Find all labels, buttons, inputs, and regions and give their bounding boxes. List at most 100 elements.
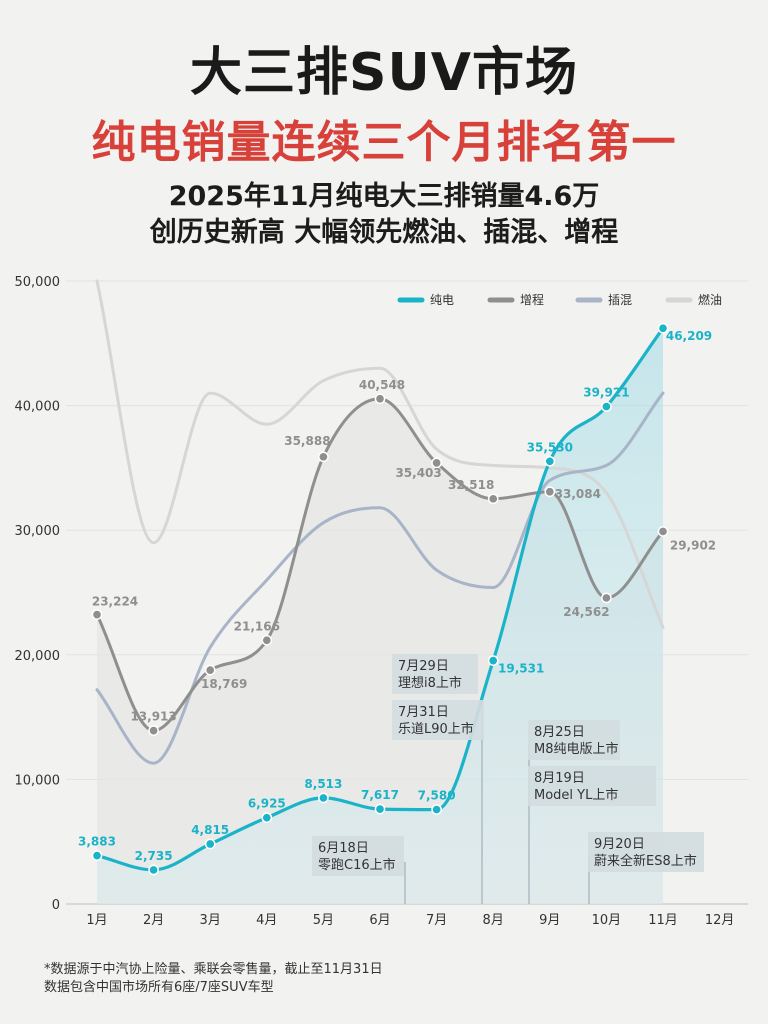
- data-point-bev: [487, 655, 499, 666]
- data-point-bev: [657, 322, 669, 334]
- data-label-erev: 18,769: [201, 677, 247, 691]
- annotation-event: M8纯电版上市: [534, 741, 619, 757]
- legend-label-erev: 增程: [520, 292, 544, 307]
- data-point-bev: [148, 864, 159, 876]
- data-label-bev: 8,513: [304, 777, 342, 791]
- data-point-erev: [601, 592, 612, 604]
- data-label-bev: 46,209: [666, 329, 712, 343]
- y-tick-label: 30,000: [15, 524, 61, 539]
- data-point-erev: [91, 609, 103, 620]
- x-tick-label: 3月: [200, 913, 221, 928]
- data-label-erev: 23,224: [92, 595, 138, 609]
- subtitle-line-1: 2025年11月纯电大三排销量4.6万: [168, 181, 600, 212]
- data-label-erev: 13,913: [130, 710, 176, 724]
- data-label-bev: 39,921: [583, 386, 629, 400]
- y-tick-label: 0: [52, 898, 60, 913]
- annotation-bg: [528, 766, 656, 806]
- x-tick-label: 8月: [483, 913, 504, 928]
- x-tick-label: 7月: [426, 913, 447, 928]
- data-label-bev: 35,530: [527, 440, 573, 454]
- y-tick-label: 20,000: [15, 649, 61, 664]
- data-label-bev: 4,815: [191, 823, 229, 837]
- annotation-date: 8月19日: [534, 771, 585, 786]
- data-point-bev: [544, 455, 556, 467]
- x-tick-label: 11月: [648, 913, 678, 928]
- data-label-bev: 3,883: [78, 835, 116, 849]
- data-point-erev: [204, 664, 216, 676]
- annotation-bg: [392, 654, 478, 694]
- data-label-erev: 35,403: [395, 466, 441, 480]
- x-tick-label: 5月: [313, 913, 334, 928]
- annotation-date: 7月29日: [398, 659, 449, 674]
- sales-line-chart: 23,224 13,913 18,769 21,166 35,888 40,548 35,4…: [15, 275, 748, 928]
- annotation-bg: [392, 700, 484, 740]
- data-point-erev: [374, 393, 386, 405]
- data-point-erev: [431, 457, 442, 469]
- legend-label-phev: 插混: [608, 293, 632, 307]
- x-tick-label: 12月: [705, 913, 735, 928]
- data-label-erev: 32,518: [448, 478, 494, 492]
- data-label-bev: 2,735: [135, 849, 173, 863]
- page-title: 大三排SUV市场: [190, 43, 578, 103]
- x-tick-label: 4月: [256, 913, 277, 928]
- axes: 0 10,000 20,000 30,000 40,000 50,000 1月 2月 3月 4月 5…: [15, 275, 735, 928]
- y-tick-label: 50,000: [15, 275, 61, 290]
- data-point-erev: [261, 634, 273, 646]
- annotation-bg: [312, 836, 404, 876]
- data-point-bev: [204, 838, 216, 850]
- x-tick-label: 10月: [592, 913, 622, 928]
- data-point-erev: [487, 493, 499, 505]
- data-point-erev: [544, 486, 556, 498]
- annotation-event: 零跑C16上市: [318, 857, 396, 873]
- data-point-bev: [374, 803, 386, 815]
- data-label-erev: 21,166: [234, 619, 280, 633]
- data-point-erev: [148, 725, 159, 736]
- annotation-event: Model YL上市: [534, 787, 618, 803]
- area-bev: [97, 328, 663, 904]
- x-tick-label: 6月: [369, 913, 390, 928]
- data-label-erev: 40,548: [359, 378, 405, 392]
- series-line-erev: [95, 397, 665, 733]
- y-tick-label: 40,000: [15, 400, 61, 415]
- footnote-source: *数据源于中汽协上险量、乘联会零售量，截止至11月31日: [44, 962, 383, 977]
- annotation-event: 蔚来全新ES8上市: [594, 853, 697, 869]
- annotation-date: 8月25日: [534, 725, 585, 740]
- data-labels: 23,224 13,913 18,769 21,166 35,888 40,548 35,4…: [78, 329, 716, 863]
- headline: 纯电销量连续三个月排名第一: [91, 117, 677, 168]
- data-point-bev: [318, 792, 329, 804]
- annotation-bg: [588, 832, 704, 872]
- data-label-erev: 35,888: [284, 434, 330, 448]
- annotation-bg: [528, 720, 620, 760]
- data-label-bev: 7,580: [418, 789, 456, 803]
- data-point-bev: [261, 812, 273, 824]
- footnote-scope: 数据包含中国市场所有6座/7座SUV车型: [44, 980, 274, 995]
- annotation-date: 6月18日: [318, 841, 369, 856]
- data-label-erev: 29,902: [670, 538, 716, 552]
- annotation-date: 7月31日: [398, 705, 449, 720]
- data-point-erev: [657, 526, 669, 537]
- data-point-bev: [91, 850, 103, 861]
- legend-label-ice: 燃油: [698, 292, 722, 307]
- series-line-phev: [95, 391, 665, 765]
- annotation-event: 乐道L90上市: [398, 721, 474, 737]
- x-tick-label: 2月: [143, 913, 164, 928]
- data-point-bev: [431, 804, 442, 815]
- data-label-erev: 24,562: [563, 605, 609, 619]
- data-label-bev: 7,617: [361, 788, 399, 802]
- x-tick-label: 9月: [539, 913, 560, 928]
- annotation-event: 理想i8上市: [398, 675, 462, 691]
- legend: 纯电 增程 插混 燃油: [397, 292, 722, 307]
- fill-areas: [97, 328, 663, 904]
- data-point-erev: [318, 451, 329, 463]
- legend-label-bev: 纯电: [430, 293, 454, 307]
- data-label-erev: 33,084: [555, 487, 601, 501]
- data-label-bev: 6,925: [248, 797, 286, 811]
- subtitle-line-2: 创历史新高 大幅领先燃油、插混、增程: [149, 217, 619, 248]
- data-point-bev: [601, 401, 612, 412]
